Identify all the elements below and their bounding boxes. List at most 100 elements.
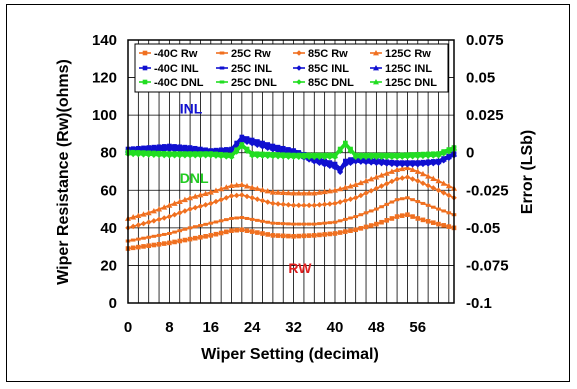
data-point <box>218 147 225 153</box>
data-point <box>192 204 199 211</box>
data-point <box>218 219 224 223</box>
data-point <box>176 144 183 150</box>
data-point <box>368 209 374 213</box>
series-line <box>127 135 455 169</box>
data-point <box>383 170 390 176</box>
data-point <box>136 237 141 241</box>
data-point <box>207 151 214 157</box>
data-point <box>414 178 421 184</box>
data-point <box>171 144 178 150</box>
data-point <box>130 214 137 220</box>
data-point <box>198 234 203 240</box>
data-point <box>425 203 431 207</box>
data-point <box>187 226 193 230</box>
data-point <box>436 207 441 211</box>
legend-marker <box>296 65 302 71</box>
data-point <box>286 222 291 226</box>
data-point <box>187 206 193 212</box>
data-point <box>269 151 276 158</box>
data-point <box>280 201 287 208</box>
data-point <box>146 235 151 239</box>
data-point <box>166 213 173 220</box>
data-point <box>368 158 375 164</box>
data-point <box>161 144 168 150</box>
data-point <box>317 232 322 238</box>
data-point <box>337 166 344 172</box>
data-point <box>260 219 265 223</box>
data-point <box>172 230 177 234</box>
data-point <box>295 152 302 159</box>
data-point <box>192 225 198 229</box>
series-85c-rw <box>125 174 457 231</box>
data-point <box>316 189 323 195</box>
data-point <box>234 216 239 220</box>
data-point <box>275 233 281 238</box>
data-point <box>182 237 188 243</box>
legend-marker <box>142 50 148 56</box>
data-point <box>295 190 302 196</box>
data-point <box>208 233 214 238</box>
data-point <box>172 239 177 245</box>
data-point <box>368 152 375 159</box>
y-left-tick-label: 120 <box>92 70 117 87</box>
data-point <box>192 193 199 199</box>
data-point <box>171 200 178 206</box>
data-point <box>156 144 163 150</box>
legend-label: 125C DNL <box>385 77 437 89</box>
data-point <box>238 136 245 142</box>
data-point <box>182 148 188 154</box>
data-point <box>166 151 173 157</box>
x-tick-label: 40 <box>327 319 344 336</box>
legend-label: 25C Rw <box>231 48 271 60</box>
legend-marker <box>219 80 225 84</box>
y-left-tick-label: 140 <box>92 32 117 49</box>
data-point <box>212 151 219 157</box>
data-point <box>327 201 333 207</box>
data-point <box>379 219 384 225</box>
data-point <box>265 232 271 237</box>
series--40c-rw <box>125 212 457 251</box>
data-point <box>228 152 235 159</box>
data-point <box>161 215 168 221</box>
data-point <box>311 190 318 196</box>
data-point <box>311 233 317 238</box>
data-point <box>280 233 286 239</box>
data-point <box>223 184 230 190</box>
data-point <box>425 151 432 157</box>
data-point <box>140 150 147 156</box>
data-point <box>337 185 344 192</box>
data-point <box>290 152 297 159</box>
data-point <box>233 182 240 188</box>
data-point <box>322 221 327 225</box>
data-point <box>296 233 302 239</box>
data-point <box>151 234 157 238</box>
data-point <box>337 169 343 176</box>
data-point <box>352 195 359 201</box>
data-point <box>446 211 452 215</box>
data-point <box>404 174 411 180</box>
data-point <box>171 211 178 218</box>
data-point <box>425 159 432 165</box>
legend-box <box>134 43 449 93</box>
data-point <box>286 233 291 239</box>
data-point <box>238 181 245 188</box>
data-point <box>342 160 349 166</box>
data-point <box>441 209 446 213</box>
data-point <box>435 151 442 157</box>
data-point <box>399 165 406 172</box>
data-point <box>300 190 307 196</box>
data-point <box>409 176 416 182</box>
data-point <box>326 187 333 194</box>
data-point <box>249 184 256 190</box>
data-point <box>301 202 307 209</box>
data-point <box>187 145 194 151</box>
data-point <box>280 145 286 149</box>
data-point <box>409 160 416 166</box>
data-point <box>388 168 395 174</box>
data-point <box>332 220 338 224</box>
data-point <box>430 159 437 165</box>
data-point <box>343 217 348 221</box>
data-point <box>202 190 209 196</box>
data-point <box>363 157 370 164</box>
data-point <box>275 144 281 148</box>
